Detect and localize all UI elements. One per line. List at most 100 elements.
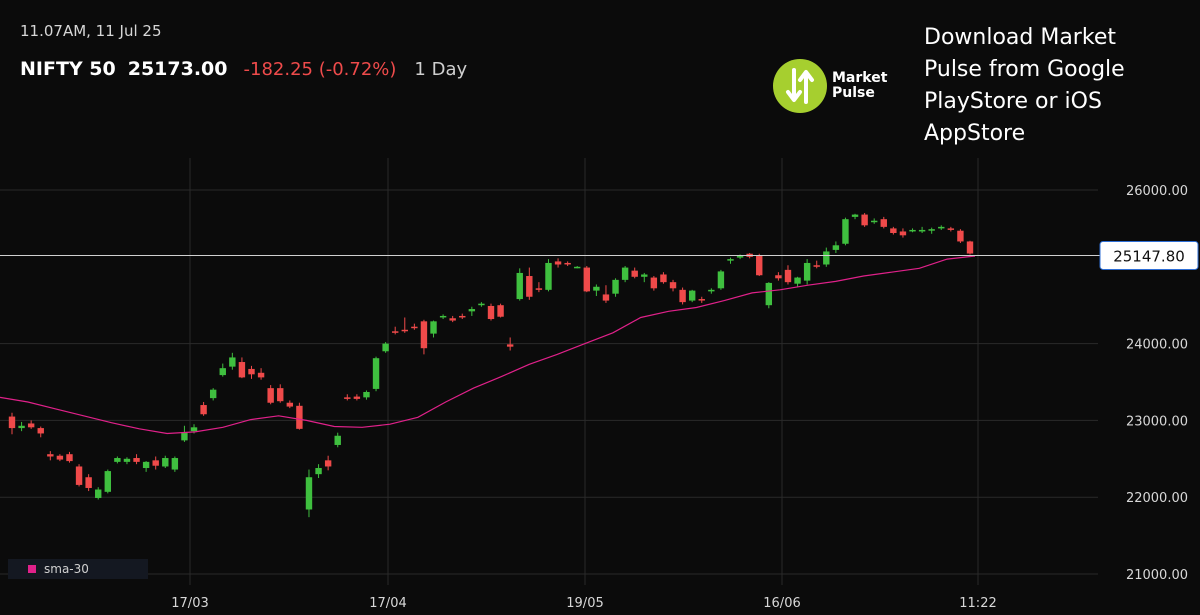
candle-body xyxy=(487,305,495,320)
legend-swatch-sma xyxy=(28,565,36,573)
candle-body xyxy=(526,276,533,297)
candle-body xyxy=(114,458,121,462)
candle-body xyxy=(257,372,265,378)
candle-body xyxy=(583,267,590,292)
candle-body xyxy=(794,277,801,284)
candle-body xyxy=(392,331,399,333)
candle-body xyxy=(909,229,916,232)
y-tick-label: 22000.00 xyxy=(1126,491,1188,506)
y-tick-label: 23000.00 xyxy=(1126,414,1188,429)
candle-body xyxy=(880,219,887,227)
candle-body xyxy=(775,275,782,279)
sma-30-line xyxy=(0,255,976,435)
legend-label-sma: sma-30 xyxy=(44,562,89,576)
price-change: -182.25 (-0.72%) xyxy=(243,59,397,80)
candle-body xyxy=(851,214,859,217)
x-tick-label: 16/06 xyxy=(763,596,800,611)
candle-body xyxy=(478,303,485,306)
candle-body xyxy=(765,282,773,306)
quote-bar: NIFTY 50 25173.00 -182.25 (-0.72%) 1 Day xyxy=(20,58,467,84)
candle-body xyxy=(47,454,54,457)
candle-body xyxy=(123,458,131,462)
candle-body xyxy=(679,289,686,303)
candle-body xyxy=(593,286,600,291)
interval-selector[interactable]: 1 Day xyxy=(414,59,468,80)
candle-body xyxy=(162,458,169,467)
candle-body xyxy=(928,229,935,231)
legend[interactable]: sma-30 xyxy=(8,559,148,579)
logo-line-1: Market xyxy=(832,70,888,86)
candle-body xyxy=(382,343,389,352)
y-tick-label: 26000.00 xyxy=(1126,184,1188,199)
x-tick-label: 17/03 xyxy=(171,596,208,611)
candle-body xyxy=(688,290,696,301)
candle-body xyxy=(966,241,974,254)
candle-body xyxy=(832,245,840,250)
candle-body xyxy=(37,428,44,434)
candle-body xyxy=(535,288,543,290)
y-tick-label: 21000.00 xyxy=(1126,568,1188,583)
candle-body xyxy=(803,262,811,281)
candle-body xyxy=(621,267,629,280)
candle-body xyxy=(823,251,830,265)
candle-body xyxy=(401,329,408,332)
candle-body xyxy=(842,219,849,244)
candle-body xyxy=(784,269,792,283)
candle-body xyxy=(344,397,351,399)
candle-body xyxy=(353,396,361,399)
candle-body xyxy=(171,458,179,470)
current-price-box xyxy=(1099,240,1199,270)
candle-body xyxy=(756,255,763,276)
candle-body xyxy=(152,460,159,466)
candle-body xyxy=(641,274,648,277)
y-tick-label: 24000.00 xyxy=(1126,338,1188,353)
candle-body xyxy=(650,277,658,289)
candle-body xyxy=(938,226,945,229)
candle-body xyxy=(660,274,667,283)
candle-body xyxy=(506,344,514,347)
x-tick-label: 17/04 xyxy=(369,596,406,611)
candle-body xyxy=(238,362,246,378)
logo-text: Market Pulse xyxy=(832,71,887,101)
logo-line-2: Pulse xyxy=(832,85,875,101)
candle-body xyxy=(75,466,83,485)
candle-body xyxy=(363,391,370,398)
symbol-name: NIFTY 50 xyxy=(20,58,116,80)
x-tick-label: 11:22 xyxy=(959,596,996,611)
candle-body xyxy=(871,220,878,223)
candle-body xyxy=(899,231,907,236)
candle-body xyxy=(296,405,303,429)
candle-body xyxy=(430,321,437,334)
candle-body xyxy=(497,305,504,317)
candle-body xyxy=(468,309,476,312)
candle-body xyxy=(947,228,955,230)
candle-body xyxy=(142,461,150,469)
candle-body xyxy=(219,368,226,376)
candle-body xyxy=(411,326,418,329)
candle-body xyxy=(516,272,523,300)
candle-body xyxy=(95,489,102,498)
last-price: 25173.00 xyxy=(127,58,228,80)
candle-body xyxy=(420,321,428,349)
candle-body xyxy=(717,271,725,289)
candle-body xyxy=(66,454,73,462)
candle-body xyxy=(957,230,964,242)
candle-body xyxy=(324,460,332,467)
candle-body xyxy=(267,388,274,403)
candle-body xyxy=(27,423,35,428)
candle-body xyxy=(248,368,255,375)
candle-body xyxy=(612,279,619,294)
candle-body xyxy=(200,405,207,415)
candle-body xyxy=(554,261,562,265)
candle-body xyxy=(56,455,64,460)
candle-body xyxy=(334,435,341,445)
candle-body xyxy=(8,416,16,429)
candle-body xyxy=(305,477,313,510)
candle-body xyxy=(286,402,294,407)
market-pulse-logo: Market Pulse xyxy=(772,58,887,114)
candle-body xyxy=(918,229,926,232)
candle-body xyxy=(104,471,111,492)
timestamp: 11.07AM, 11 Jul 25 xyxy=(20,22,162,40)
candle-body xyxy=(133,458,140,462)
